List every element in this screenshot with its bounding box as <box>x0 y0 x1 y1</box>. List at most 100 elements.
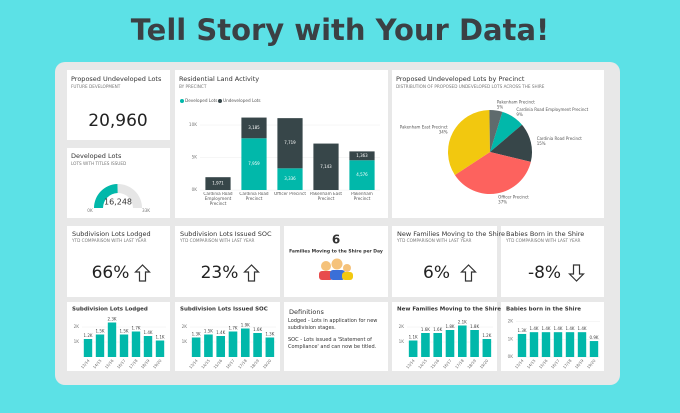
bar-label: 3,336 <box>284 176 296 181</box>
x-tick-label: 15/16 <box>538 358 549 370</box>
x-tick-label-box: Cardinia Road Employment Precinct <box>203 192 232 206</box>
y-tick-label: 2K <box>74 324 80 329</box>
families-value: 6 <box>332 233 340 247</box>
bar <box>589 341 599 357</box>
x-tick-label: 18/19 <box>466 358 477 370</box>
x-tick-label: Pakenham East Precinct <box>309 192 343 201</box>
x-tick-label: 14/15 <box>417 358 428 370</box>
x-tick-label: 15/16 <box>212 358 223 370</box>
y-tick-label: 0K <box>508 354 514 359</box>
x-tick-label: 15/16 <box>104 358 115 370</box>
x-tick-label: 13/14 <box>405 358 416 370</box>
pie-slice <box>490 124 532 162</box>
definition: SOC - Lots issued a 'Statement of Compli… <box>288 337 377 350</box>
bar-label: 1.1K <box>156 335 165 340</box>
bar-segment <box>241 117 267 139</box>
bar-label: 4,576 <box>356 172 368 177</box>
bar <box>433 333 443 357</box>
bar-label: 1.4K <box>542 326 551 331</box>
y-tick-label: 1K <box>74 339 80 344</box>
families-caption: Families Moving to the Shire per Day <box>289 249 383 255</box>
bar <box>517 333 527 357</box>
pie-label: Officer Precinct <box>498 194 529 199</box>
gauge-max: 33K <box>142 208 150 213</box>
y-tick-label: 1K <box>399 339 405 344</box>
kpi-subtitle: YTD COMPARISON WITH LAST YEAR <box>179 238 255 243</box>
kpi-title: New Families Moving to the Shire <box>397 230 505 238</box>
x-tick-label: 14/15 <box>92 358 103 370</box>
chart-title: Residential Land Activity <box>179 75 259 83</box>
y-tick-label: 5K <box>192 155 198 160</box>
x-tick-label: 14/15 <box>200 358 211 370</box>
x-tick-label: 19/20 <box>479 358 490 370</box>
mini-title: Babies born in the Shire <box>506 307 581 313</box>
bar-label: 1.7K <box>132 326 141 331</box>
bar-label: 1.4K <box>566 326 575 331</box>
x-tick-label: 17/18 <box>562 358 573 370</box>
bar <box>565 332 575 357</box>
bar <box>83 339 93 357</box>
y-tick-label: 0K <box>192 187 198 192</box>
bar-label: 1.3K <box>518 328 527 333</box>
bar-label: 7,719 <box>284 140 296 145</box>
x-tick-label: 18/19 <box>574 358 585 370</box>
bar-segment <box>277 168 303 190</box>
bar-label: 1.9K <box>241 323 250 328</box>
y-tick-label: 1K <box>182 339 188 344</box>
bar-segment <box>205 177 231 190</box>
kpi-value: 6% <box>423 263 450 283</box>
definitions-title: Definitions <box>289 308 324 316</box>
bar <box>155 340 165 357</box>
definition: Lodged - Lots in application for new sub… <box>288 318 378 331</box>
kpi-arrow <box>568 264 585 282</box>
bar-label: 1.4K <box>144 330 153 335</box>
bar <box>408 340 418 357</box>
bar <box>95 334 105 357</box>
bar <box>445 330 455 357</box>
bar <box>143 336 153 357</box>
x-tick-label: 16/17 <box>442 358 453 370</box>
tiles <box>67 70 604 371</box>
x-tick-label: 16/17 <box>550 358 561 370</box>
pie-label: Cardinia Road Precinct <box>537 136 583 141</box>
bar-label: 1.4K <box>216 330 225 335</box>
kpi-title: Subdivision Lots Issued SOC <box>180 230 272 238</box>
x-tick-label: 19/20 <box>586 358 597 370</box>
bar-label: 1,363 <box>356 153 368 158</box>
chart-title: Proposed Undeveloped Lots by Precinct <box>396 75 525 83</box>
bar <box>131 331 141 357</box>
x-tick-label-box: Pakenham East Precinct <box>309 192 343 201</box>
x-tick-label: 16/17 <box>116 358 127 370</box>
pie-value: 9% <box>516 112 523 117</box>
bar <box>119 334 129 357</box>
mini-title: New Families Moving to the Shire <box>397 307 501 313</box>
bar-label: 1.3K <box>265 332 274 337</box>
kpi-arrow <box>460 264 477 282</box>
definitions-body: Lodged - Lots in application for new sub… <box>288 318 378 350</box>
legend-swatch <box>180 99 184 103</box>
pie-value: 34% <box>439 129 448 134</box>
y-tick-label: 1K <box>508 336 514 341</box>
pie-slice <box>490 111 522 152</box>
bar <box>107 322 117 357</box>
bar <box>240 328 250 357</box>
legend-label: Developed Lots <box>185 98 217 103</box>
mini-title: Subdivision Lots Issued SOC <box>180 307 268 313</box>
bar <box>577 332 587 357</box>
bar-label: 1.8K <box>470 324 479 329</box>
pie-slice <box>454 152 531 194</box>
bar-label: 1.4K <box>578 326 587 331</box>
x-tick-label: 16/17 <box>225 358 236 370</box>
bar-label: 2.1K <box>458 320 467 325</box>
bar-segment <box>241 138 267 190</box>
kpi-title: Subdivision Lots Lodged <box>72 230 151 238</box>
pie-label: Pakenham Precinct <box>497 99 535 104</box>
legend-swatch <box>218 99 222 103</box>
bar <box>253 333 262 357</box>
card-title: Developed Lots <box>71 152 122 160</box>
families-icon <box>319 258 353 280</box>
x-tick-label: 13/14 <box>80 358 91 370</box>
pie-value: 15% <box>537 141 546 146</box>
bar <box>204 334 213 357</box>
bar-label: 1.5K <box>96 329 105 334</box>
